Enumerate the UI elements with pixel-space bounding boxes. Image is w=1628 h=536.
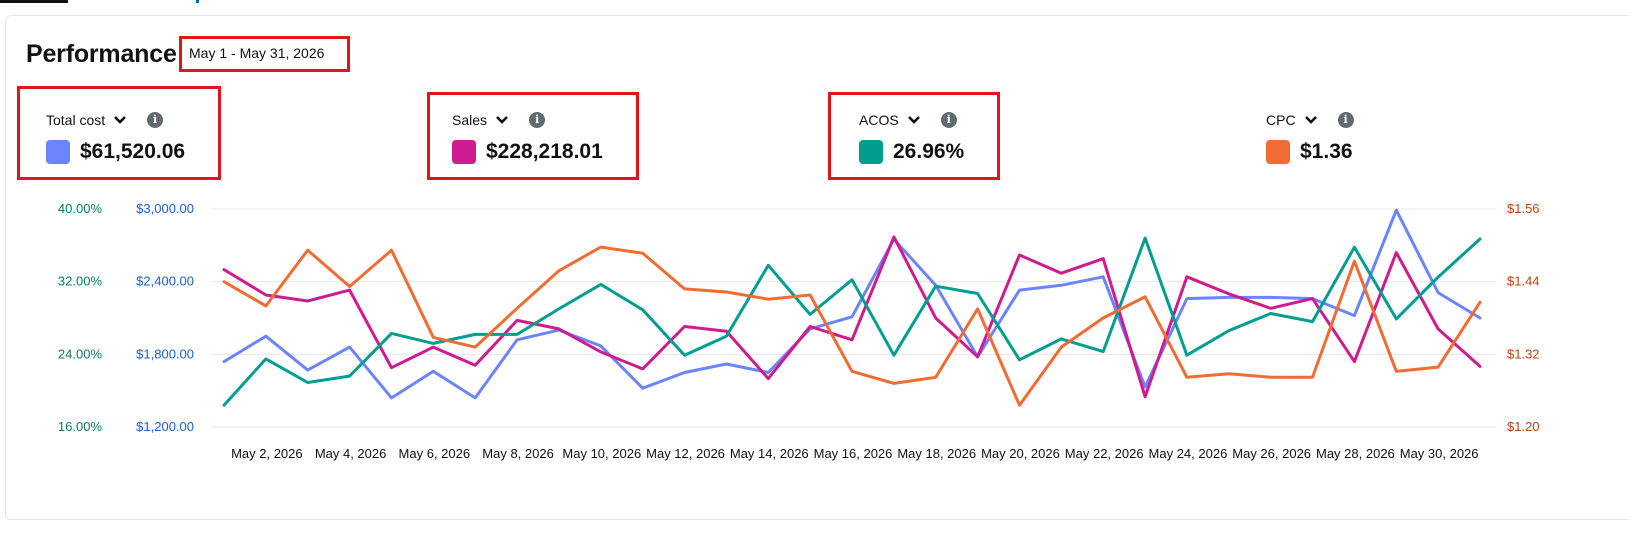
metric-label: Sales <box>452 112 488 128</box>
y-tick-cost: $1,800.00 <box>136 346 194 361</box>
performance-line-chart: 16.00% 24.00% 32.00% 40.00% $1,200.00 $1,800.… <box>58 201 1540 461</box>
nav-link-fragment[interactable] <box>196 0 199 3</box>
x-tick-label: May 28, 2026 <box>1316 446 1395 461</box>
nav-underline <box>0 0 68 3</box>
metric-value: $228,218.01 <box>486 140 603 163</box>
date-range-label[interactable]: May 1 - May 31, 2026 <box>189 45 325 61</box>
info-icon[interactable]: i <box>529 112 546 128</box>
y-tick-acos: 32.00% <box>58 274 103 289</box>
chevron-down-icon[interactable] <box>1304 113 1318 127</box>
metric-acos: ACOS i 26.96% <box>859 110 964 164</box>
series-line-sales <box>222 235 1482 399</box>
y-tick-acos: 40.00% <box>58 201 103 216</box>
x-tick-label: May 2, 2026 <box>231 446 303 461</box>
y-tick-acos: 16.00% <box>58 419 103 434</box>
x-tick-label: May 30, 2026 <box>1400 446 1479 461</box>
metric-value: $1.36 <box>1300 140 1353 163</box>
x-tick-label: May 12, 2026 <box>646 446 725 461</box>
x-tick-label: May 14, 2026 <box>730 446 809 461</box>
x-tick-label: May 4, 2026 <box>315 446 387 461</box>
highlight-box-sales <box>427 92 639 180</box>
metric-label: CPC <box>1266 112 1296 128</box>
info-icon[interactable]: i <box>940 112 957 128</box>
y-tick-acos: 24.00% <box>58 346 103 361</box>
x-tick-label: May 16, 2026 <box>814 446 893 461</box>
highlight-box-date <box>179 36 350 72</box>
series-line-acos <box>222 236 1482 407</box>
series-line-cpc <box>222 245 1482 407</box>
page-title: Performance <box>26 40 177 68</box>
y-tick-cpc: $1.56 <box>1507 201 1540 216</box>
top-nav-fragment <box>0 0 1628 14</box>
metric-cpc: CPC i $1.36 <box>1266 110 1354 164</box>
y-tick-cpc: $1.20 <box>1507 419 1540 434</box>
chart-series <box>222 208 1482 407</box>
x-tick-label: May 22, 2026 <box>1065 446 1144 461</box>
x-tick-label: May 10, 2026 <box>562 446 641 461</box>
chevron-down-icon[interactable] <box>907 113 921 127</box>
metric-label: ACOS <box>859 112 899 128</box>
x-tick-label: May 6, 2026 <box>399 446 471 461</box>
metric-color-swatch <box>859 140 883 164</box>
metric-total-cost: Total cost i $61,520.06 <box>46 110 185 164</box>
metric-label: Total cost <box>46 112 106 128</box>
info-icon[interactable]: i <box>147 112 164 128</box>
metric-value: 26.96% <box>893 140 965 163</box>
y-tick-cost: $2,400.00 <box>136 274 194 289</box>
y-tick-cost: $3,000.00 <box>136 201 194 216</box>
x-tick-label: May 8, 2026 <box>482 446 554 461</box>
metric-color-swatch <box>46 140 70 164</box>
chart-y-axis-ticks: 16.00% 24.00% 32.00% 40.00% $1,200.00 $1,800.… <box>58 201 1540 434</box>
chevron-down-icon[interactable] <box>113 113 127 127</box>
chevron-down-icon[interactable] <box>495 113 509 127</box>
metric-value: $61,520.06 <box>80 140 186 163</box>
metric-color-swatch <box>452 140 476 164</box>
x-tick-label: May 26, 2026 <box>1232 446 1311 461</box>
highlight-box-acos <box>828 92 1000 180</box>
y-tick-cpc: $1.32 <box>1507 346 1540 361</box>
y-tick-cpc: $1.44 <box>1507 274 1540 289</box>
x-tick-label: May 18, 2026 <box>897 446 976 461</box>
x-tick-label: May 20, 2026 <box>981 446 1060 461</box>
x-tick-label: May 24, 2026 <box>1149 446 1228 461</box>
info-icon[interactable]: i <box>1337 112 1354 128</box>
y-tick-cost: $1,200.00 <box>136 419 194 434</box>
metric-sales: Sales i $228,218.01 <box>452 110 603 164</box>
chart-x-axis-ticks: May 2, 2026 May 4, 2026 May 6, 2026 May 8, … <box>231 446 1478 461</box>
metric-color-swatch <box>1266 140 1290 164</box>
highlight-box-total-cost <box>17 86 221 180</box>
chart-grid <box>212 208 1496 428</box>
series-line-total-cost <box>222 208 1482 400</box>
